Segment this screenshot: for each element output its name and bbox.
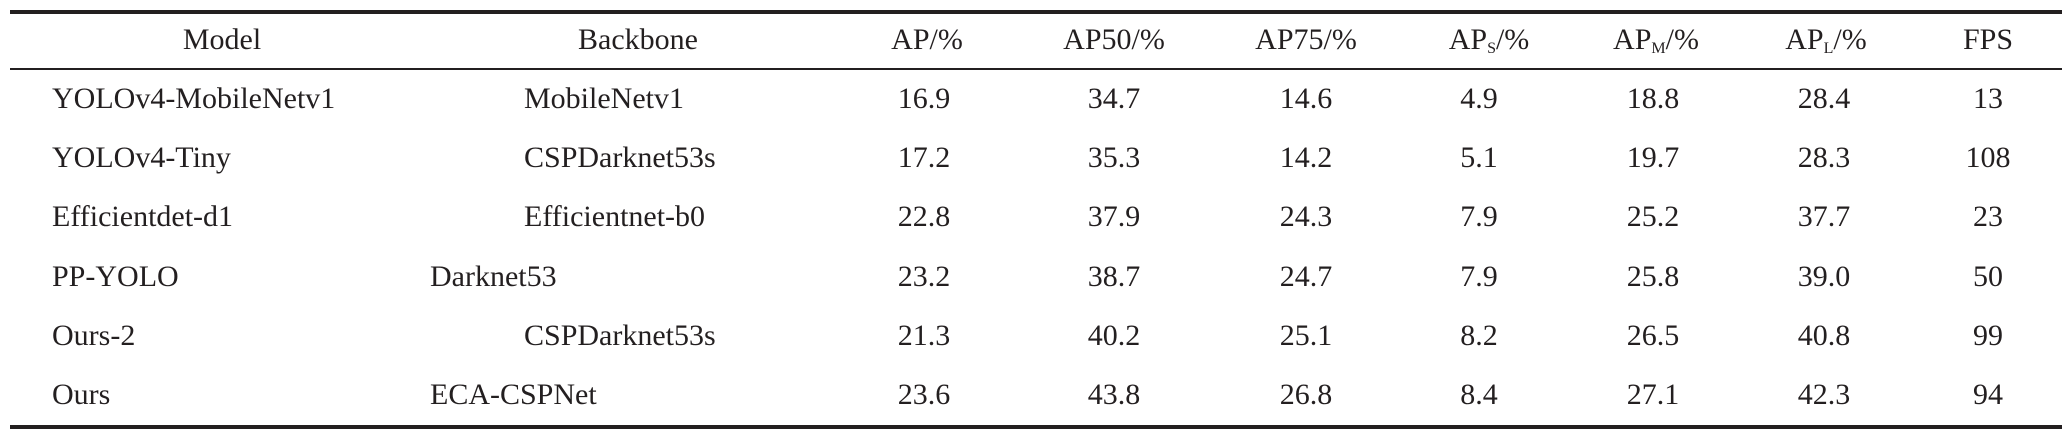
ap50-cell: 43.8	[1087, 378, 1141, 411]
ap50-cell: 37.9	[1087, 200, 1141, 233]
ap-cell: 22.8	[897, 200, 951, 233]
model-cell: PP-YOLO	[52, 260, 179, 293]
ap50-cell: 34.7	[1087, 82, 1141, 115]
aps-cell: 4.9	[1460, 82, 1498, 115]
apl-cell: 42.3	[1797, 378, 1851, 411]
header-aps: APS/%	[1448, 23, 1530, 57]
aps-cell: 7.9	[1460, 260, 1498, 293]
model-cell: Ours	[52, 378, 111, 411]
ap50-cell: 40.2	[1087, 319, 1141, 352]
apm-cell: 26.5	[1626, 319, 1680, 352]
apm-cell: 19.7	[1626, 141, 1680, 174]
backbone-cell: CSPDarknet53s	[524, 141, 716, 174]
header-apm: APM/%	[1613, 23, 1699, 57]
backbone-cell: ECA-CSPNet	[430, 378, 597, 411]
backbone-cell: MobileNetv1	[524, 82, 684, 115]
fps-cell: 50	[1973, 260, 2003, 293]
header-ap: AP/%	[891, 23, 963, 56]
model-cell: Efficientdet-d1	[52, 200, 234, 233]
apl-cell: 40.8	[1797, 319, 1851, 352]
aps-cell: 8.4	[1460, 378, 1498, 411]
apl-cell: 39.0	[1797, 260, 1851, 293]
ap-cell: 17.2	[897, 141, 951, 174]
apm-cell: 27.1	[1626, 378, 1680, 411]
header-ap75: AP75/%	[1255, 23, 1357, 56]
ap-cell: 21.3	[897, 319, 951, 352]
bottom-rule	[10, 425, 2062, 429]
ap-cell: 23.6	[897, 378, 951, 411]
ap75-cell: 14.6	[1279, 82, 1333, 115]
aps-cell: 5.1	[1460, 141, 1498, 174]
ap75-cell: 26.8	[1279, 378, 1333, 411]
apl-cell: 28.3	[1797, 141, 1851, 174]
model-cell: Ours-2	[52, 319, 136, 352]
fps-cell: 108	[1965, 141, 2011, 174]
apm-cell: 25.8	[1626, 260, 1680, 293]
fps-cell: 94	[1973, 378, 2003, 411]
apm-cell: 18.8	[1626, 82, 1680, 115]
backbone-cell: Efficientnet-b0	[524, 200, 706, 233]
fps-cell: 99	[1973, 319, 2003, 352]
header-rule	[10, 68, 2062, 70]
model-cell: YOLOv4-MobileNetv1	[52, 82, 336, 115]
apl-cell: 37.7	[1797, 200, 1851, 233]
aps-cell: 7.9	[1460, 200, 1498, 233]
header-model: Model	[182, 23, 262, 56]
ap-cell: 16.9	[897, 82, 951, 115]
backbone-cell: CSPDarknet53s	[524, 319, 716, 352]
ap-cell: 23.2	[897, 260, 951, 293]
header-apl: APL/%	[1785, 23, 1867, 57]
fps-cell: 23	[1973, 200, 2003, 233]
model-cell: YOLOv4-Tiny	[52, 141, 231, 174]
fps-cell: 13	[1973, 82, 2003, 115]
ap75-cell: 24.7	[1279, 260, 1333, 293]
ap75-cell: 24.3	[1279, 200, 1333, 233]
ap50-cell: 38.7	[1087, 260, 1141, 293]
header-ap50: AP50/%	[1063, 23, 1165, 56]
aps-cell: 8.2	[1460, 319, 1498, 352]
top-rule	[10, 10, 2062, 14]
ap75-cell: 14.2	[1279, 141, 1333, 174]
header-fps: FPS	[1962, 23, 2014, 56]
header-backbone: Backbone	[578, 23, 698, 56]
ap50-cell: 35.3	[1087, 141, 1141, 174]
ap75-cell: 25.1	[1279, 319, 1333, 352]
backbone-cell: Darknet53	[430, 260, 557, 293]
apm-cell: 25.2	[1626, 200, 1680, 233]
apl-cell: 28.4	[1797, 82, 1851, 115]
